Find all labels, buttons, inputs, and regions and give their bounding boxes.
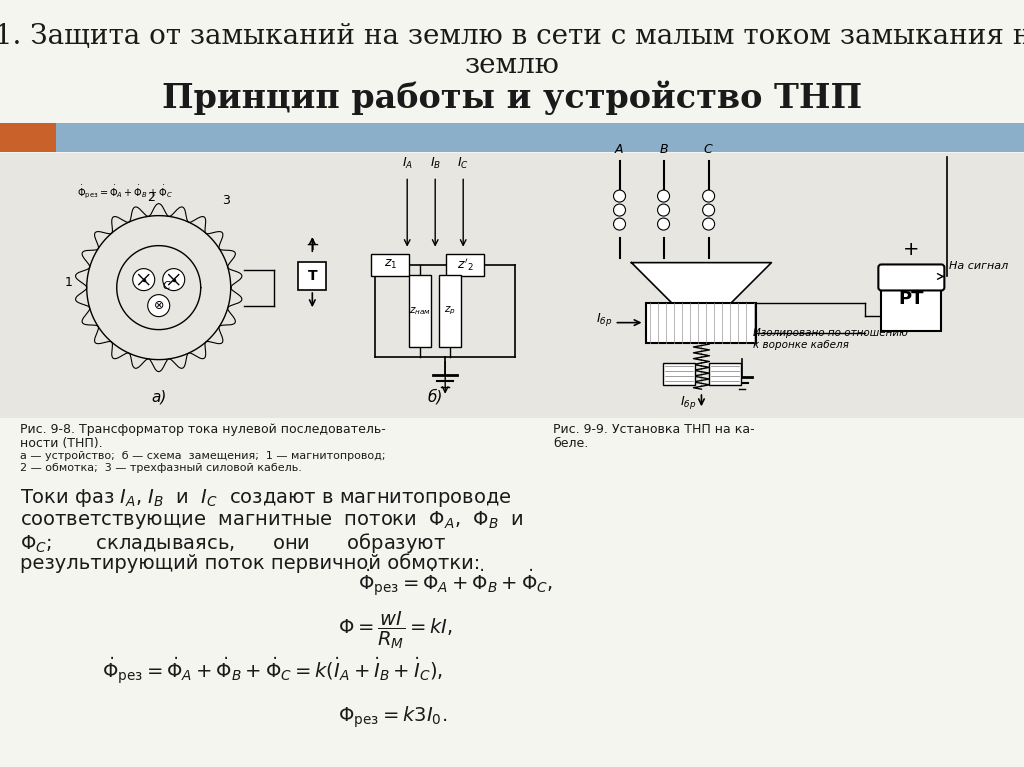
Text: $\Phi_{\rm рез}=k3I_0.$: $\Phi_{\rm рез}=k3I_0.$ [338,704,447,729]
Text: а): а) [151,389,167,404]
Circle shape [702,204,715,216]
Text: $I_B$: $I_B$ [430,156,440,171]
Circle shape [657,218,670,230]
Text: C: C [163,281,171,291]
Text: Принцип работы и устройство ТНП: Принцип работы и устройство ТНП [162,81,862,115]
Bar [56,123,1024,152]
Text: $\Phi_C$;       складываясь,      они      образуют: $\Phi_C$; складываясь, они образуют [20,531,446,555]
Circle shape [702,190,715,202]
Bar [646,303,757,343]
Circle shape [702,218,715,230]
Text: результирующий поток первичной обмотки:: результирующий поток первичной обмотки: [20,553,480,573]
Circle shape [613,204,626,216]
Text: 2 — обмотка;  3 — трехфазный силовой кабель.: 2 — обмотка; 3 — трехфазный силовой кабе… [20,463,302,473]
Text: $B$: $B$ [658,143,669,156]
Text: Токи фаз $I_A$, $I_B$  и  $I_C$  создают в магнитопроводе: Токи фаз $I_A$, $I_B$ и $I_C$ создают в … [20,487,512,509]
Text: 11. Защита от замыканий на землю в сети с малым током замыкания на: 11. Защита от замыканий на землю в сети … [0,23,1024,50]
Text: 2: 2 [146,191,155,204]
Text: $I_A$: $I_A$ [401,156,413,171]
FancyBboxPatch shape [879,265,944,291]
Bar [298,262,327,290]
Text: $\dot{\Phi}_{\rm рез}=\dot{\Phi}_A+\dot{\Phi}_B+\dot{\Phi}_C=k(\dot{I}_A+\dot{I}: $\dot{\Phi}_{\rm рез}=\dot{\Phi}_A+\dot{… [102,656,443,687]
Text: $\dot{\Phi}_{\rm рез}=\dot{\Phi}_A+\dot{\Phi}_B+\dot{\Phi}_C,$: $\dot{\Phi}_{\rm рез}=\dot{\Phi}_A+\dot{… [358,568,553,599]
Bar [882,272,941,331]
Circle shape [133,268,155,291]
Text: $\Phi = \dfrac{wI}{R_M} = kI,$: $\Phi = \dfrac{wI}{R_M} = kI,$ [338,610,453,651]
Text: РТ: РТ [899,291,924,308]
Circle shape [613,218,626,230]
Bar [664,364,695,385]
Text: беле.: беле. [553,437,588,450]
Text: Изолировано по отношению
к воронке кабеля: Изолировано по отношению к воронке кабел… [753,328,907,350]
Bar [371,254,410,275]
Circle shape [613,190,626,202]
Bar [439,275,461,347]
Bar [0,153,1024,418]
Bar [0,123,56,152]
Text: +: + [903,240,920,259]
Text: 1: 1 [65,276,73,289]
Text: $z'_2$: $z'_2$ [457,256,473,273]
Text: $z_{нам}$: $z_{нам}$ [410,304,431,317]
Text: б): б) [427,388,443,404]
Text: $I_{бр}$: $I_{бр}$ [596,311,612,328]
Text: На сигнал: На сигнал [949,262,1009,272]
Text: $A$: $A$ [614,143,625,156]
Text: землю: землю [465,52,559,79]
Bar [410,275,431,347]
Text: Рис. 9-8. Трансформатор тока нулевой последователь-: Рис. 9-8. Трансформатор тока нулевой пос… [20,423,386,436]
Text: +: + [305,236,319,254]
Bar [710,364,741,385]
Circle shape [657,204,670,216]
Polygon shape [632,262,771,308]
Text: ⊗: ⊗ [154,299,164,312]
Text: ности (ТНП).: ности (ТНП). [20,437,103,450]
Text: $I_C$: $I_C$ [458,156,469,171]
Text: T: T [307,269,317,283]
Text: $z_1$: $z_1$ [384,258,397,272]
Text: $z_p$: $z_p$ [444,304,456,317]
Circle shape [163,268,184,291]
Text: $C$: $C$ [703,143,714,156]
Text: $I_{бр}$: $I_{бр}$ [680,393,696,410]
Text: 3: 3 [222,194,229,207]
Text: Рис. 9-9. Установка ТНП на ка-: Рис. 9-9. Установка ТНП на ка- [553,423,755,436]
Circle shape [147,295,170,317]
Text: а — устройство;  б — схема  замещения;  1 — магнитопровод;: а — устройство; б — схема замещения; 1 —… [20,452,386,462]
Circle shape [657,190,670,202]
Text: $\dot{\Phi}_{\rm рез}=\dot{\Phi}_A+\dot{\Phi}_B+\dot{\Phi}_C$: $\dot{\Phi}_{\rm рез}=\dot{\Phi}_A+\dot{… [77,183,173,201]
Text: соответствующие  магнитные  потоки  $\Phi_A$,  $\Phi_B$  и: соответствующие магнитные потоки $\Phi_A… [20,509,524,531]
Bar [446,254,484,275]
